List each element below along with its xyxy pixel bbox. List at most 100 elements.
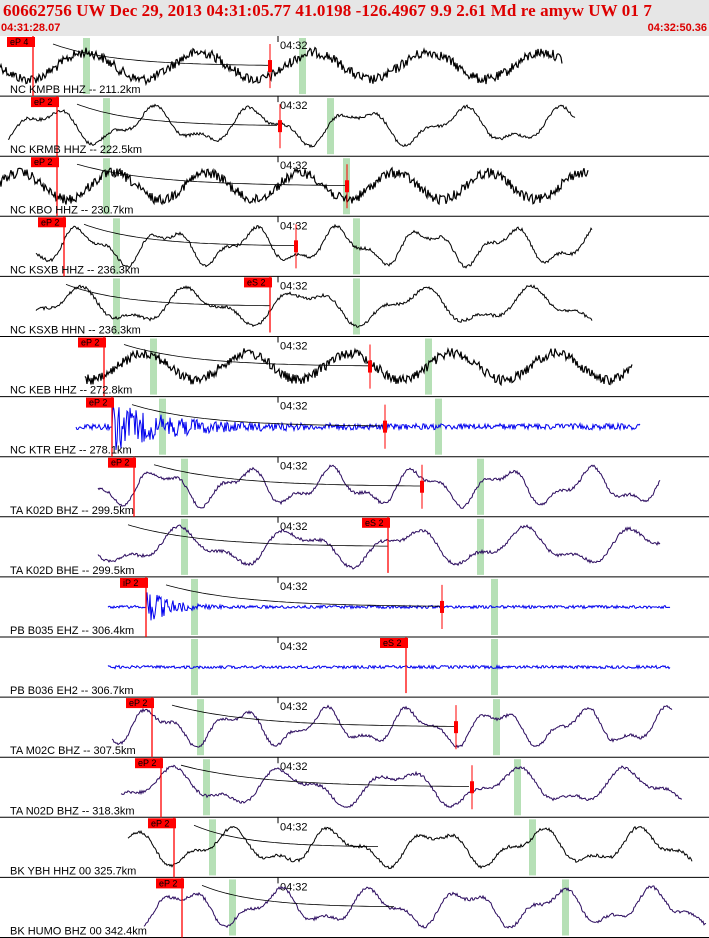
p-pick-flag[interactable] xyxy=(31,97,59,108)
p-pick-label: eP 2 xyxy=(41,217,59,227)
analysis-window xyxy=(327,98,334,155)
minute-label: 04:32 xyxy=(280,581,308,593)
trace-row[interactable]: 04:32 iP 2 PB B035 EHZ -- 306.4km xyxy=(0,576,709,638)
trace-row[interactable]: 04:32 eP 2 NC KSXB HHZ -- 236.3km xyxy=(0,216,709,277)
p-pick-label: eP 2 xyxy=(129,698,147,708)
predicted-s-box xyxy=(454,721,458,734)
p-pick-flag[interactable] xyxy=(31,157,59,168)
analysis-window xyxy=(83,38,90,95)
analysis-window xyxy=(353,278,360,335)
waveform-trace xyxy=(84,346,633,387)
s-pick-label: eS 2 xyxy=(365,518,384,528)
window-end-time: 04:32:50.36 xyxy=(647,22,707,34)
s-pick-label: eS 2 xyxy=(247,277,266,287)
trace-row[interactable]: 04:32 eP 4 NC KMPB HHZ -- 211.2km xyxy=(0,36,709,97)
trace-label: TA M02C BHZ -- 307.5km xyxy=(10,745,136,757)
analysis-window xyxy=(477,458,484,515)
trace-label: NC KSXB HHZ -- 236.3km xyxy=(10,264,140,276)
decay-curve xyxy=(131,404,384,427)
decay-curve xyxy=(193,824,378,847)
decay-curve xyxy=(65,284,270,307)
analysis-window xyxy=(150,338,157,395)
waveform-trace xyxy=(7,103,576,149)
p-pick-label: eP 2 xyxy=(89,398,107,408)
trace-label: BK YBH HHZ 00 325.7km xyxy=(10,865,136,877)
p-pick-flag[interactable] xyxy=(148,818,176,829)
minute-label: 04:32 xyxy=(280,160,308,172)
trace-label: TA N02D BHZ -- 318.3km xyxy=(10,805,135,817)
p-pick-label: eP 2 xyxy=(111,458,129,468)
trace-row[interactable]: 04:32 eP 2 TA N02D BHZ -- 318.3km xyxy=(0,757,709,818)
p-pick-flag[interactable] xyxy=(7,37,35,47)
trace-row[interactable]: 04:32 eP 2 NC KEB HHZ -- 272.8km xyxy=(0,336,709,398)
predicted-s-box xyxy=(470,781,474,794)
s-pick-flag[interactable] xyxy=(380,638,408,648)
p-pick-flag[interactable] xyxy=(78,337,106,348)
trace-row[interactable]: 04:32 eP 2 TA K02D BHZ -- 299.5km xyxy=(0,456,709,518)
predicted-s-box xyxy=(294,240,298,253)
minute-label: 04:32 xyxy=(280,40,308,52)
trace-label: PB B035 EHZ -- 306.4km xyxy=(10,625,134,637)
p-pick-label: eP 2 xyxy=(138,758,156,768)
minute-label: 04:32 xyxy=(280,821,308,833)
p-pick-label: eP 2 xyxy=(159,878,177,888)
analysis-window xyxy=(562,879,569,936)
p-pick-flag[interactable] xyxy=(86,397,114,408)
analysis-window xyxy=(103,98,110,155)
waveform-trace xyxy=(0,166,589,206)
s-pick-flag[interactable] xyxy=(362,517,390,528)
trace-row[interactable]: 04:32 eP 2 TA M02C BHZ -- 307.5km xyxy=(0,697,709,758)
s-pick-label: eS 2 xyxy=(383,638,402,648)
minute-label: 04:32 xyxy=(280,641,308,653)
trace-row[interactable]: 04:32 eS 2 TA K02D BHE -- 299.5km xyxy=(0,516,709,578)
predicted-s-box xyxy=(268,60,272,73)
waveform-trace xyxy=(97,524,661,570)
analysis-window xyxy=(181,518,188,575)
waveform-trace xyxy=(35,223,593,269)
trace-row[interactable]: 04:32 eS 2 NC KSXB HHN -- 236.3km xyxy=(0,276,709,337)
decay-curve xyxy=(180,764,469,787)
p-pick-label: eP 4 xyxy=(10,37,28,47)
trace-row[interactable]: 04:32 eP 2 NC KBO HHZ -- 230.7km xyxy=(0,156,709,217)
minute-label: 04:32 xyxy=(280,761,308,773)
waveform-trace xyxy=(111,704,673,749)
p-pick-label: eP 2 xyxy=(151,818,169,828)
p-pick-flag[interactable] xyxy=(135,758,163,769)
analysis-window xyxy=(197,699,204,756)
analysis-window xyxy=(491,639,498,696)
waveform-trace xyxy=(107,592,671,621)
analysis-window xyxy=(181,458,188,515)
predicted-s-box xyxy=(368,360,372,373)
trace-label: NC KBO HHZ -- 230.7km xyxy=(10,204,133,216)
decay-curve xyxy=(76,163,345,186)
predicted-s-box xyxy=(420,480,424,493)
minute-label: 04:32 xyxy=(280,461,308,473)
seismogram-traces[interactable]: 04:32 eP 4 NC KMPB HHZ -- 211.2km 04:32 eP 2… xyxy=(0,36,709,938)
analysis-window xyxy=(113,278,120,335)
analysis-window xyxy=(477,518,484,575)
decay-curve xyxy=(171,704,456,727)
predicted-s-box xyxy=(383,420,387,433)
p-pick-flag[interactable] xyxy=(156,878,184,889)
p-pick-flag[interactable] xyxy=(126,698,154,709)
waveform-trace xyxy=(97,464,661,509)
s-pick-flag[interactable] xyxy=(244,277,272,288)
trace-row[interactable]: 04:32 eP 2 NC KTR EHZ -- 278.1km xyxy=(0,396,709,458)
p-pick-label: iP 2 xyxy=(123,578,138,588)
p-pick-flag[interactable] xyxy=(120,577,148,588)
decay-curve xyxy=(165,584,442,607)
analysis-window xyxy=(529,819,536,876)
p-pick-flag[interactable] xyxy=(38,217,66,228)
trace-row[interactable]: 04:32 eP 2 NC KRMB HHZ -- 222.5km xyxy=(0,96,709,157)
trace-row[interactable]: 04:32 eS 2 PB B036 EH2 -- 306.7km xyxy=(0,637,709,698)
decay-curve xyxy=(83,223,296,246)
trace-row[interactable]: 04:32 eP 2 BK YBH HHZ 00 325.7km xyxy=(0,817,709,878)
waveform-trace xyxy=(0,46,563,87)
p-pick-flag[interactable] xyxy=(108,457,136,468)
decay-curve xyxy=(201,885,394,908)
waveform-trace xyxy=(107,664,671,670)
seismogram-panel[interactable]: 04:32 eP 4 NC KMPB HHZ -- 211.2km 04:32 eP 2… xyxy=(0,36,709,938)
waveform-trace xyxy=(143,885,707,929)
trace-label: PB B036 EH2 -- 306.7km xyxy=(10,685,134,697)
